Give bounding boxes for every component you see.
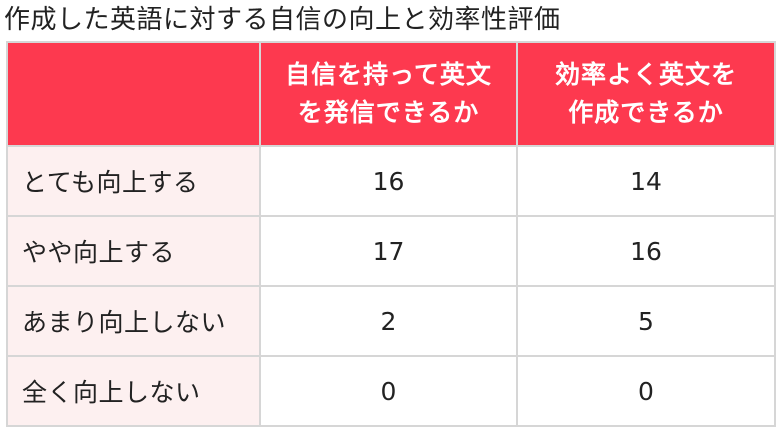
table-row: とても向上する 16 14 bbox=[6, 145, 776, 217]
efficiency-value: 0 bbox=[516, 355, 776, 427]
header-efficiency-line1: 効率よく英文を bbox=[554, 60, 737, 89]
header-efficiency-line2: 作成できるか bbox=[568, 98, 724, 127]
confidence-value: 2 bbox=[259, 285, 518, 357]
table-row: やや向上する 17 16 bbox=[6, 215, 776, 287]
efficiency-value: 16 bbox=[516, 215, 776, 287]
header-confidence-line2: を発信できるか bbox=[297, 98, 480, 127]
efficiency-value: 14 bbox=[516, 145, 776, 217]
table-header-row: 自信を持って英文 を発信できるか 効率よく英文を 作成できるか bbox=[6, 41, 776, 147]
header-confidence: 自信を持って英文 を発信できるか bbox=[259, 41, 518, 147]
header-corner-cell bbox=[6, 41, 261, 147]
header-efficiency: 効率よく英文を 作成できるか bbox=[516, 41, 776, 147]
row-label: あまり向上しない bbox=[6, 285, 261, 357]
confidence-value: 0 bbox=[259, 355, 518, 427]
row-label: やや向上する bbox=[6, 215, 261, 287]
survey-table: 自信を持って英文 を発信できるか 効率よく英文を 作成できるか とても向上する … bbox=[6, 41, 776, 427]
row-label: とても向上する bbox=[6, 145, 261, 217]
efficiency-value: 5 bbox=[516, 285, 776, 357]
row-label: 全く向上しない bbox=[6, 355, 261, 427]
confidence-value: 17 bbox=[259, 215, 518, 287]
table-row: あまり向上しない 2 5 bbox=[6, 285, 776, 357]
confidence-value: 16 bbox=[259, 145, 518, 217]
page-title: 作成した英語に対する自信の向上と効率性評価 bbox=[4, 5, 561, 35]
table-row: 全く向上しない 0 0 bbox=[6, 355, 776, 427]
header-confidence-line1: 自信を持って英文 bbox=[285, 60, 492, 89]
